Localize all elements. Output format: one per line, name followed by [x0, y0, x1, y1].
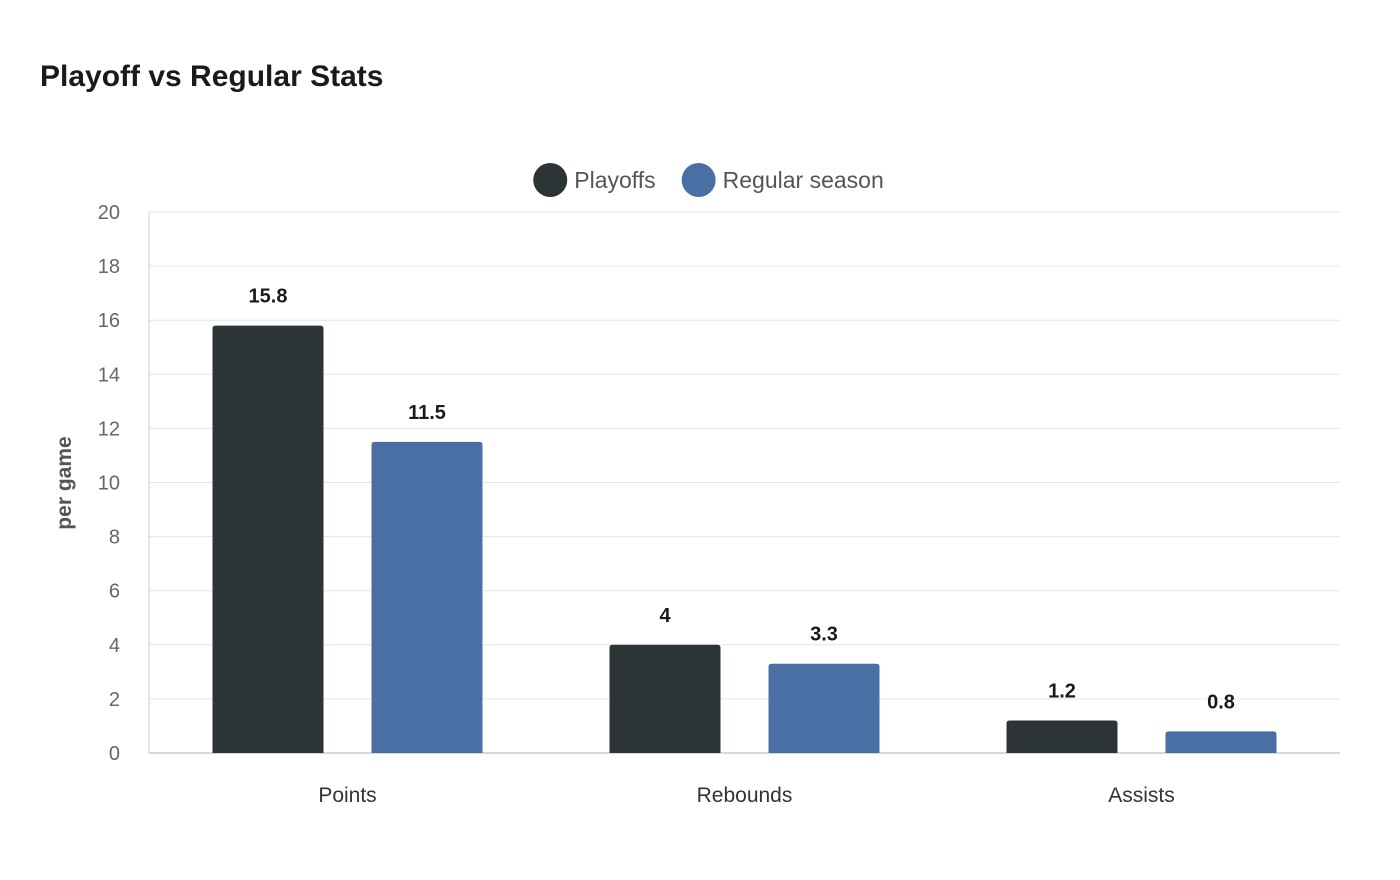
legend-label: Regular season — [723, 167, 884, 193]
y-tick-label: 4 — [109, 635, 120, 657]
data-labels: 15.8 11.5 4 3.3 1.2 0.8 — [249, 286, 1235, 714]
y-tick-label: 12 — [98, 418, 120, 440]
y-tick-label: 18 — [98, 256, 120, 278]
legend-item-regular-season[interactable]: Regular season — [681, 163, 884, 197]
x-tick-label: Points — [318, 784, 376, 807]
legend: Playoffs Regular season — [533, 163, 884, 197]
data-label: 1.2 — [1048, 681, 1076, 703]
chart-title: Playoff vs Regular Stats — [40, 60, 384, 93]
bar-regular-season-points — [371, 441, 483, 753]
bars — [212, 325, 1277, 753]
legend-swatch — [533, 163, 568, 197]
bar-playoffs-points — [212, 325, 324, 753]
y-tick-label: 8 — [109, 527, 120, 549]
legend-item-playoffs[interactable]: Playoffs — [533, 163, 656, 197]
data-label: 0.8 — [1207, 691, 1235, 713]
y-tick-label: 20 — [98, 202, 120, 224]
x-tick-label: Assists — [1108, 784, 1175, 807]
bar-playoffs-rebounds — [609, 644, 721, 753]
y-tick-label: 6 — [109, 581, 120, 603]
bar-regular-season-rebounds — [768, 663, 880, 753]
axes: 0 2 4 6 8 10 12 14 16 18 20 per game Points Rebounds A… — [53, 202, 1340, 807]
y-axis-title: per game — [53, 436, 76, 529]
bar-playoffs-assists — [1006, 720, 1118, 753]
data-label: 3.3 — [810, 624, 838, 646]
y-tick-label: 0 — [109, 743, 120, 765]
data-label: 4 — [659, 605, 671, 627]
data-label: 15.8 — [249, 286, 288, 308]
legend-label: Playoffs — [574, 167, 655, 193]
gridlines — [149, 211, 1340, 700]
legend-swatch — [681, 163, 716, 197]
y-tick-label: 10 — [98, 473, 120, 495]
y-tick-label: 14 — [98, 364, 120, 386]
y-tick-label: 2 — [109, 689, 120, 711]
y-tick-label: 16 — [98, 310, 120, 332]
data-label: 11.5 — [408, 402, 446, 424]
x-tick-label: Rebounds — [697, 784, 793, 807]
bar-regular-season-assists — [1165, 731, 1277, 753]
